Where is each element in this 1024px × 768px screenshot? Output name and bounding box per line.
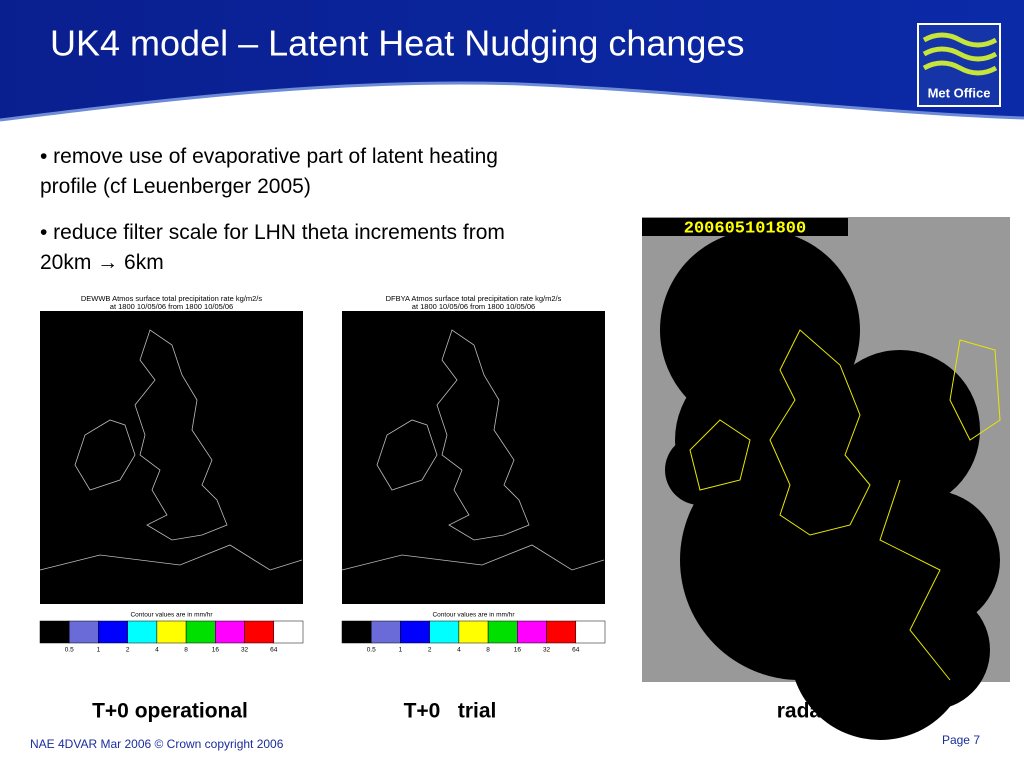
- legend-swatch: [185, 620, 216, 644]
- logo: Met Office: [917, 23, 1001, 107]
- legend-title: Contour values are in mm/hr: [432, 612, 515, 619]
- legend-swatch: [39, 620, 70, 644]
- legend-label: 0.5: [367, 647, 376, 654]
- legend-swatch: [215, 620, 245, 644]
- header-band: [0, 0, 1024, 120]
- bullet: • reduce filter scale for LHN theta incr…: [40, 221, 505, 274]
- legend-swatch: [575, 620, 606, 644]
- legend-swatch: [127, 620, 158, 644]
- logo-waves: [922, 32, 998, 76]
- coastline: [39, 329, 303, 571]
- legend-title: Contour values are in mm/hr: [130, 612, 213, 619]
- legend-label: 8: [184, 647, 188, 654]
- legend-label: 64: [270, 647, 278, 654]
- header-wave: [0, 81, 1024, 122]
- legend-swatch: [400, 620, 430, 644]
- legend-swatch: [429, 620, 460, 644]
- legend-label: 16: [514, 647, 522, 654]
- panel-subtitle: at 1800 10/05/06 from 1800 10/05/06: [110, 302, 233, 311]
- legend-swatch: [487, 620, 518, 644]
- radar-coverage: [790, 560, 970, 740]
- legend-swatch: [273, 620, 304, 644]
- bullet-line: • remove use of evaporative part of late…: [40, 145, 498, 168]
- legend-swatch: [98, 620, 128, 644]
- caption: T+0 operational: [92, 700, 248, 723]
- bullet-line: profile (cf Leuenberger 2005): [40, 175, 311, 198]
- legend-swatch: [244, 620, 275, 644]
- legend-swatch: [341, 620, 372, 644]
- logo-text: Met Office: [928, 85, 991, 100]
- bullet-line: • reduce filter scale for LHN theta incr…: [40, 221, 505, 244]
- radar-timestamp: 200605101800: [684, 219, 806, 238]
- legend-swatch: [517, 620, 547, 644]
- legend-label: 2: [126, 647, 130, 654]
- bullet: • remove use of evaporative part of late…: [40, 145, 498, 198]
- radar-stamp-bg: [642, 218, 848, 236]
- legend-label: 16: [212, 647, 220, 654]
- panel-subtitle: at 1800 10/05/06 from 1800 10/05/06: [412, 302, 535, 311]
- map: [40, 311, 303, 604]
- legend-label: 4: [155, 647, 159, 654]
- legend-label: 1: [399, 647, 403, 654]
- legend-label: 4: [457, 647, 461, 654]
- coastline: [341, 329, 605, 571]
- legend-swatch: [546, 620, 577, 644]
- panel-title: DEWWB Atmos surface total precipitation …: [81, 294, 263, 303]
- legend-label: 1: [97, 647, 101, 654]
- legend-label: 32: [241, 647, 249, 654]
- radar-coastline: [689, 329, 1001, 681]
- caption: radar: [777, 700, 830, 723]
- legend-label: 2: [428, 647, 432, 654]
- map: [342, 311, 605, 604]
- bullet-line: 20km → 6km: [40, 251, 164, 274]
- panel-title: DFBYA Atmos surface total precipitation …: [386, 294, 562, 303]
- legend-swatch: [68, 620, 99, 644]
- legend-swatch: [156, 620, 187, 644]
- footer-text: NAE 4DVAR Mar 2006 © Crown copyright 200…: [30, 737, 284, 751]
- legend-label: 0.5: [65, 647, 74, 654]
- legend-swatch: [370, 620, 401, 644]
- caption: T+0 trial: [404, 700, 497, 723]
- legend-label: 32: [543, 647, 551, 654]
- legend-label: 8: [486, 647, 490, 654]
- page-number: Page 7: [942, 733, 980, 747]
- title: UK4 model – Latent Heat Nudging changes: [50, 23, 744, 64]
- legend-label: 64: [572, 647, 580, 654]
- legend-swatch: [458, 620, 489, 644]
